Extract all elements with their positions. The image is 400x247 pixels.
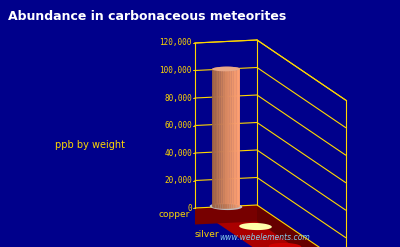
Polygon shape — [238, 70, 239, 208]
Polygon shape — [233, 71, 235, 208]
Polygon shape — [210, 203, 242, 210]
Polygon shape — [227, 71, 229, 209]
Polygon shape — [223, 71, 225, 209]
Polygon shape — [219, 67, 221, 205]
Polygon shape — [239, 69, 240, 207]
Polygon shape — [231, 67, 233, 205]
Polygon shape — [237, 70, 238, 208]
Polygon shape — [235, 70, 237, 208]
Polygon shape — [238, 68, 239, 206]
Polygon shape — [221, 71, 223, 209]
Polygon shape — [229, 71, 231, 209]
Text: 60,000: 60,000 — [164, 121, 192, 130]
Polygon shape — [239, 223, 272, 230]
Polygon shape — [223, 67, 225, 204]
Text: Abundance in carbonaceous meteorites: Abundance in carbonaceous meteorites — [8, 10, 286, 23]
Polygon shape — [219, 71, 221, 209]
Text: copper: copper — [159, 209, 190, 219]
Polygon shape — [217, 71, 219, 208]
Polygon shape — [217, 67, 219, 205]
Polygon shape — [212, 67, 240, 71]
Polygon shape — [212, 68, 213, 206]
Text: silver: silver — [195, 229, 220, 239]
Polygon shape — [237, 67, 238, 205]
Polygon shape — [225, 67, 227, 204]
Polygon shape — [214, 68, 215, 206]
Polygon shape — [195, 205, 346, 247]
Polygon shape — [229, 67, 231, 204]
Polygon shape — [239, 68, 240, 206]
Text: 100,000: 100,000 — [160, 66, 192, 75]
Polygon shape — [213, 70, 214, 208]
Polygon shape — [215, 71, 217, 208]
Polygon shape — [195, 205, 257, 225]
Polygon shape — [233, 67, 235, 205]
Polygon shape — [225, 71, 227, 209]
Polygon shape — [221, 67, 223, 204]
Polygon shape — [257, 205, 346, 247]
Polygon shape — [235, 67, 237, 205]
Polygon shape — [212, 70, 213, 207]
Polygon shape — [215, 67, 217, 205]
Text: 20,000: 20,000 — [164, 176, 192, 185]
Polygon shape — [227, 67, 229, 204]
Text: 40,000: 40,000 — [164, 148, 192, 158]
Text: 80,000: 80,000 — [164, 94, 192, 103]
Text: 120,000: 120,000 — [160, 39, 192, 47]
Text: ppb by weight: ppb by weight — [55, 140, 125, 150]
Text: 0: 0 — [187, 204, 192, 212]
Polygon shape — [231, 71, 233, 209]
Polygon shape — [213, 68, 214, 206]
Text: www.webelements.com: www.webelements.com — [220, 232, 310, 242]
Polygon shape — [269, 243, 301, 247]
Polygon shape — [214, 70, 215, 208]
